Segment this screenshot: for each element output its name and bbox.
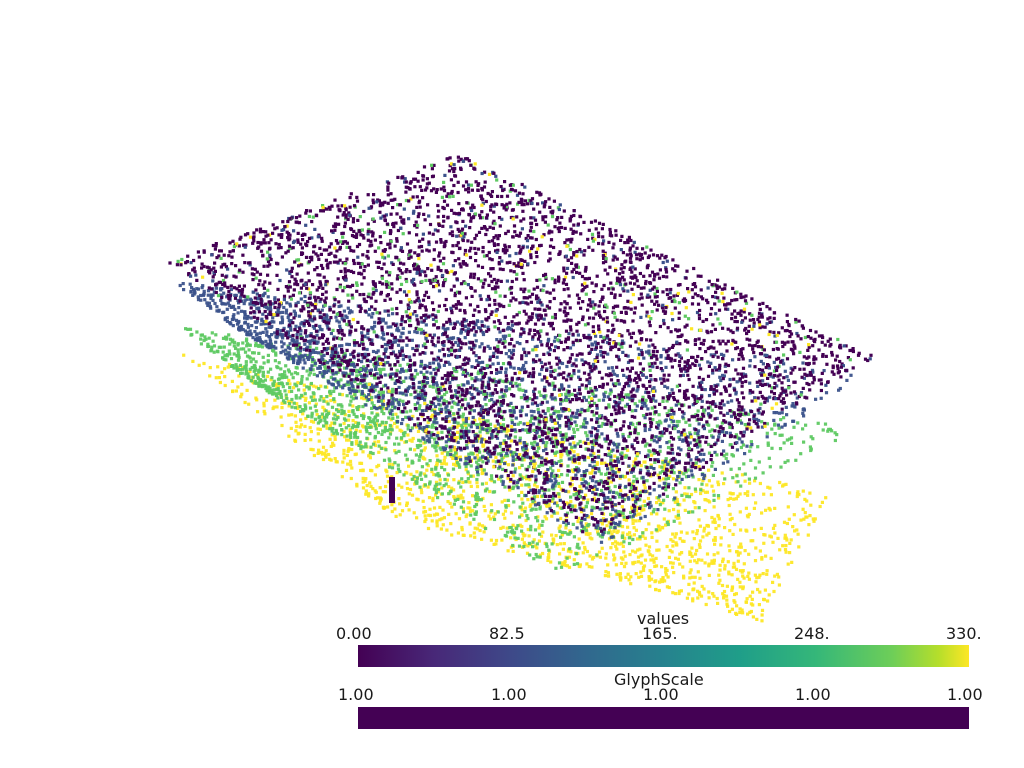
values-tick-1: 82.5 [489, 624, 525, 643]
glyphscale-bar-title: GlyphScale [614, 670, 704, 689]
glyphscale-tick-2: 1.00 [643, 685, 679, 704]
values-color-bar [358, 645, 969, 667]
glyphscale-tick-4: 1.00 [947, 685, 983, 704]
values-tick-4: 330. [946, 624, 982, 643]
values-tick-2: 165. [642, 624, 678, 643]
glyphscale-tick-1: 1.00 [491, 685, 527, 704]
glyphscale-tick-0: 1.00 [338, 685, 374, 704]
point-layer-3 [168, 155, 873, 534]
values-bar-title: values [637, 609, 690, 628]
values-tick-0: 0.00 [336, 624, 372, 643]
point-cloud [168, 155, 873, 623]
glyphscale-tick-3: 1.00 [795, 685, 831, 704]
marker-glyph [389, 477, 395, 503]
values-tick-3: 248. [794, 624, 830, 643]
glyphscale-color-bar [358, 707, 969, 729]
